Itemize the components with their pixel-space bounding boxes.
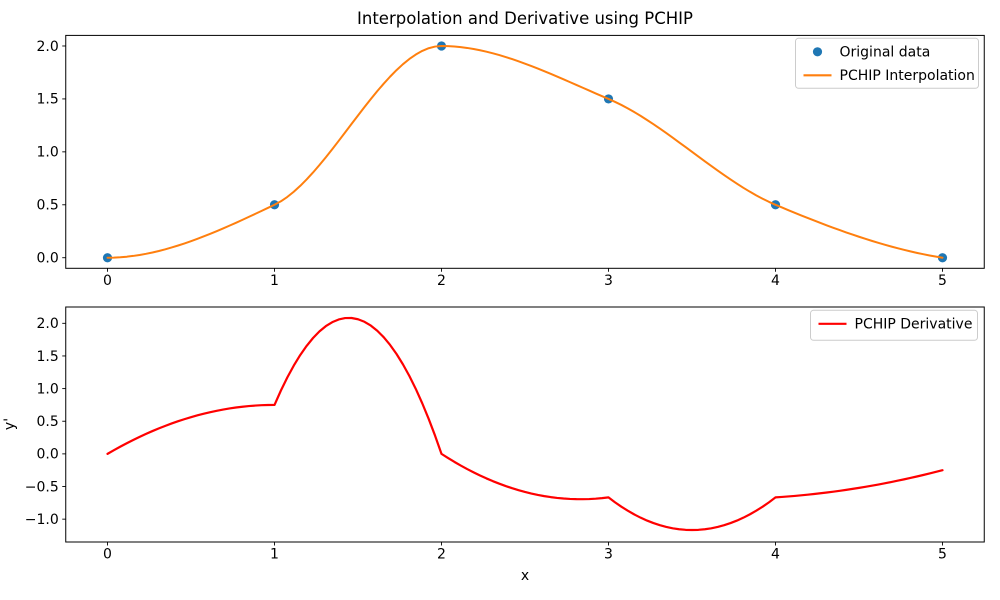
x-tick-label: 1 <box>270 273 279 289</box>
y-tick-label: 1.0 <box>36 381 58 397</box>
bottom-axes: 0 1 2 3 4 5 −1.0 −0.5 0.0 0.5 1.0 1.5 2.0 PCHIP Deriv… <box>25 306 985 563</box>
y-tick-label: 2.0 <box>36 316 58 332</box>
legend-frame <box>810 309 978 341</box>
legend-label: Original data <box>840 45 931 61</box>
y-tick-label: 2.0 <box>36 39 58 55</box>
x-tick-label: 0 <box>103 273 112 289</box>
pchip-derivative-line <box>106 316 944 532</box>
x-axis-label: x <box>521 568 529 584</box>
legend-marker-dot <box>812 47 823 57</box>
x-tick-label: 3 <box>604 273 613 289</box>
x-tick-label: 1 <box>270 547 279 563</box>
legend: Original data PCHIP Interpolation <box>795 37 979 89</box>
y-tick-label: 0.0 <box>36 251 58 267</box>
axes-frame <box>65 306 985 543</box>
y-tick-label: 1.5 <box>36 92 58 108</box>
x-tick-label: 0 <box>103 547 112 563</box>
legend: PCHIP Derivative <box>810 309 978 341</box>
x-tick-label: 4 <box>771 273 780 289</box>
y-tick-label: 0.5 <box>36 198 58 214</box>
y-tick-label: 1.5 <box>36 349 58 365</box>
y-axis-label: y' <box>2 418 18 430</box>
y-tick-label: −1.0 <box>25 512 59 528</box>
x-tick-label: 5 <box>938 273 947 289</box>
x-tick-label: 4 <box>771 547 780 563</box>
top-axes: 0 1 2 3 4 5 0.0 0.5 1.0 1.5 2.0 Original data PCHIP … <box>36 34 985 289</box>
y-tick-label: 1.0 <box>36 145 58 161</box>
pchip-interpolation-line <box>106 44 944 259</box>
legend-label: PCHIP Derivative <box>855 317 973 333</box>
legend-frame <box>795 37 979 89</box>
y-tick-label: 0.5 <box>36 414 58 430</box>
plot-title: Interpolation and Derivative using PCHIP <box>357 9 693 28</box>
y-tick-label: −0.5 <box>25 479 59 495</box>
x-tick-label: 5 <box>938 547 947 563</box>
x-tick-label: 2 <box>437 273 446 289</box>
legend-label: PCHIP Interpolation <box>840 68 975 84</box>
x-tick-label: 3 <box>604 547 613 563</box>
y-tick-label: 0.0 <box>36 447 58 463</box>
x-tick-label: 2 <box>437 547 446 563</box>
